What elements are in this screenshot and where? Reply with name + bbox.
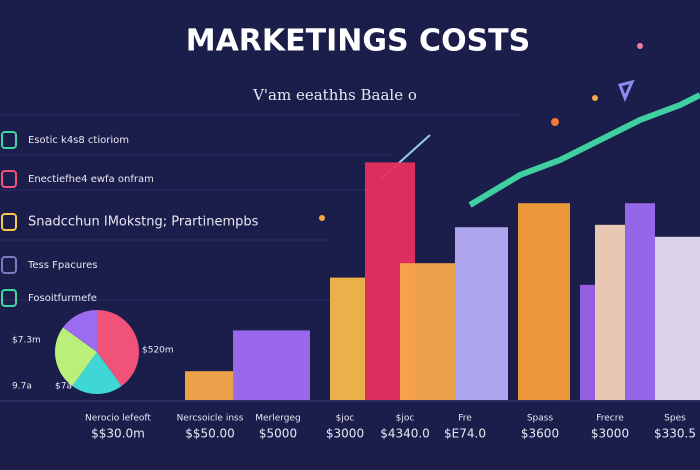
- dot: [319, 215, 325, 221]
- pie-chart: $520m 9.7a $7a $7.3m: [12, 310, 174, 394]
- dot: [551, 118, 559, 126]
- pie-note: 9.7a: [12, 382, 32, 392]
- value-label: $4340.0: [380, 427, 430, 441]
- category-label: Merlergeg: [255, 414, 301, 424]
- value-label: $3600: [521, 427, 559, 441]
- pie-slice: [97, 310, 139, 386]
- legend-icon: [1, 256, 17, 274]
- bars: [185, 162, 700, 400]
- bar: [580, 284, 595, 400]
- legend-icon: [1, 289, 17, 307]
- value-label: $$50.00: [185, 427, 235, 441]
- legend-label: Enectiefhe4 ewfa onfram: [28, 174, 154, 185]
- category-label: Nercsoicle inss: [177, 414, 244, 424]
- title: MARKETINGS COSTS: [186, 24, 531, 59]
- dot: [592, 95, 598, 101]
- category-label: Fre: [458, 414, 472, 424]
- bar: [655, 236, 700, 400]
- category-label: $joc: [396, 414, 415, 424]
- legend-label: Fosoitfurmefe: [28, 293, 97, 304]
- pie-slice: [63, 310, 97, 352]
- bar: [185, 371, 235, 400]
- category-label: $joc: [336, 414, 355, 424]
- value-label: $5000: [259, 427, 297, 441]
- bar: [233, 330, 310, 400]
- bar: [595, 224, 625, 400]
- trend-decoration: [468, 92, 700, 208]
- value-label: $330.5: [654, 427, 696, 441]
- legend-label: Snadcchun IMokstng; Prartinempbs: [28, 215, 259, 230]
- subtitle: V'am eeathhs Baale o: [252, 86, 417, 104]
- bar: [518, 203, 570, 400]
- legend-icon: [1, 131, 17, 149]
- pie-slice: [72, 352, 122, 394]
- legend-label: Tess Fpacures: [27, 260, 97, 271]
- category-label: Spass: [527, 414, 554, 424]
- check-decoration: [617, 79, 635, 102]
- pie-note: $7.3m: [12, 336, 41, 346]
- bar: [455, 227, 508, 400]
- bar: [330, 277, 365, 400]
- grid-decoration: [0, 114, 520, 301]
- value-label: $3000: [326, 427, 364, 441]
- pie-note: $520m: [142, 346, 174, 356]
- value-label: $$30.0m: [91, 427, 145, 441]
- legend-icon: [1, 170, 17, 188]
- bar: [625, 203, 655, 400]
- legend-label: Esotic k4s8 ctioriom: [28, 135, 129, 146]
- legend-icon: [1, 213, 17, 231]
- pie-slice: [55, 327, 97, 386]
- value-label: $E74.0: [444, 427, 486, 441]
- pie-note: $7a: [55, 382, 72, 392]
- category-label: Spes: [664, 414, 686, 424]
- dot: [637, 43, 643, 49]
- category-label: Nerocio lefeoft: [85, 414, 151, 424]
- labels: Nerocio lefeoft $$30.0m Nercsoicle inss $$5…: [85, 414, 696, 441]
- category-label: Frecre: [596, 414, 624, 424]
- bar: [400, 263, 455, 400]
- value-label: $3000: [591, 427, 629, 441]
- legend: Esotic k4s8 ctioriom Enectiefhe4 ewfa onf…: [1, 131, 259, 307]
